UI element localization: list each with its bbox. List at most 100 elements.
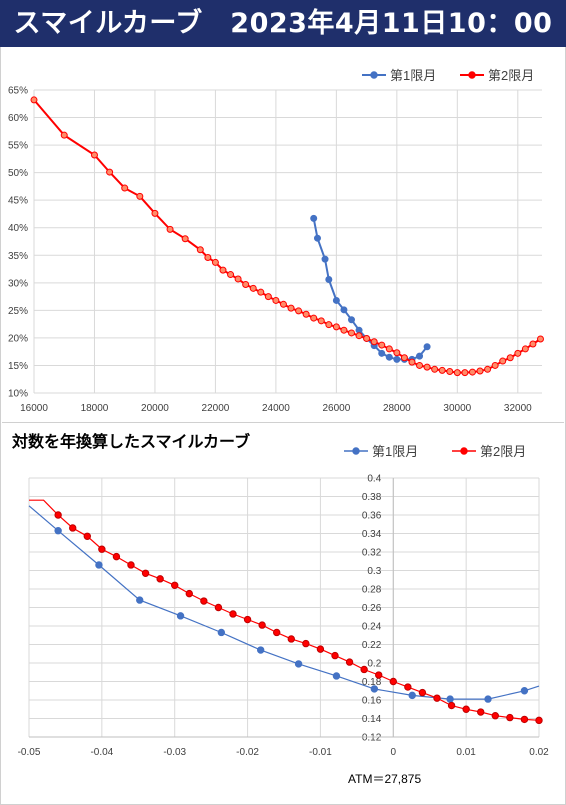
data-point (217, 628, 226, 637)
y-tick-label: 50% (8, 168, 28, 179)
legend-marker (460, 447, 468, 455)
data-point (302, 310, 310, 318)
x-tick-label: -0.02 (236, 747, 259, 758)
legend-marker (468, 71, 476, 79)
y-tick-label: 0.2 (367, 659, 381, 670)
series-line-1 (28, 505, 540, 700)
data-point (249, 284, 257, 292)
series-line-2 (33, 99, 542, 374)
data-point (200, 597, 208, 605)
data-point (317, 317, 325, 325)
y-tick-label: 0.12 (362, 733, 382, 744)
x-tick-label: -0.01 (309, 747, 332, 758)
data-point (345, 658, 354, 666)
data-point (438, 366, 446, 374)
data-point (121, 184, 129, 192)
data-point (60, 131, 68, 139)
data-point (340, 306, 348, 314)
data-point (256, 646, 265, 654)
y-tick-label: 20% (8, 333, 28, 344)
data-point (468, 368, 476, 376)
y-tick-label: 0.22 (362, 640, 382, 651)
data-point (408, 691, 416, 700)
x-tick-label: 22000 (202, 403, 230, 414)
data-point (360, 665, 368, 674)
data-point (295, 307, 303, 315)
y-tick-label: 15% (8, 361, 28, 372)
data-point (514, 349, 522, 357)
data-point (385, 353, 393, 361)
y-tick-label: 55% (8, 141, 28, 152)
y-tick-label: 0.4 (367, 474, 381, 485)
log-chart-title: 対数を年換算したスマイルカーブ (12, 432, 251, 451)
data-point (243, 615, 252, 624)
page-title: スマイルカーブ 2023年4月11日10：00 (0, 0, 566, 47)
data-point (385, 345, 393, 353)
x-tick-label: 16000 (20, 403, 48, 414)
x-tick-label: 0.01 (456, 747, 476, 758)
log-smile-curve-chart: 0.4 0.38 0.36 0.34 0.32 0.3 0.28 0.26 0.24 0.22 0.… (18, 444, 550, 758)
y-tick-label: 0.3 (367, 566, 381, 577)
data-point (529, 340, 537, 348)
y-tick-label: 25% (8, 306, 28, 317)
data-point (69, 524, 77, 532)
data-point (136, 596, 144, 604)
x-tick-label: -0.04 (90, 747, 113, 758)
data-point (378, 341, 386, 349)
data-point (313, 234, 321, 242)
data-point (433, 694, 441, 702)
y-tick-label: 60% (8, 113, 28, 124)
y-tick-label: 0.26 (362, 603, 382, 614)
data-point (393, 355, 401, 363)
data-point (536, 335, 544, 343)
data-point (332, 672, 341, 680)
x-tick-label: 30000 (443, 403, 471, 414)
data-point (30, 96, 38, 104)
data-point (404, 683, 412, 691)
y-tick-label: 0.32 (362, 548, 382, 559)
data-point (204, 253, 212, 261)
data-point (95, 561, 103, 569)
data-point (54, 527, 62, 535)
data-point (363, 334, 371, 342)
data-point (112, 552, 121, 561)
data-point (476, 367, 484, 375)
data-point (348, 329, 355, 337)
data-point (418, 688, 427, 697)
data-point (273, 628, 281, 637)
data-point (332, 323, 340, 331)
x-tick-label: 18000 (81, 403, 109, 414)
y-tick-label: 0.24 (362, 622, 382, 633)
legend-label: 第1限月 (372, 444, 418, 459)
data-point (535, 716, 543, 725)
data-point (90, 151, 98, 159)
legend-label: 第2限月 (480, 444, 526, 459)
data-point (393, 349, 401, 357)
data-point (316, 645, 325, 653)
data-point (310, 214, 318, 222)
y-tick-label: 10% (8, 389, 28, 400)
data-point (484, 365, 492, 373)
data-point (446, 695, 454, 703)
data-point (370, 685, 379, 693)
data-point (447, 701, 456, 710)
data-point (98, 545, 106, 553)
data-point (257, 288, 265, 296)
data-point (355, 332, 363, 340)
legend-marker (370, 71, 378, 79)
x-tick-label: 0.02 (529, 747, 549, 758)
data-point (294, 660, 303, 668)
y-tick-label: 0.14 (362, 714, 382, 725)
data-point (185, 589, 193, 598)
y-tick-label: 0.16 (362, 696, 382, 707)
data-point (196, 246, 204, 254)
data-point (54, 511, 62, 519)
data-point (141, 569, 150, 577)
data-point (446, 368, 454, 376)
atm-label: ATM＝27,875 (348, 772, 422, 786)
data-point (423, 343, 431, 351)
x-tick-label: 20000 (141, 403, 169, 414)
y-tick-label: 0.38 (362, 492, 382, 503)
data-point (219, 266, 227, 274)
data-point (484, 695, 492, 703)
